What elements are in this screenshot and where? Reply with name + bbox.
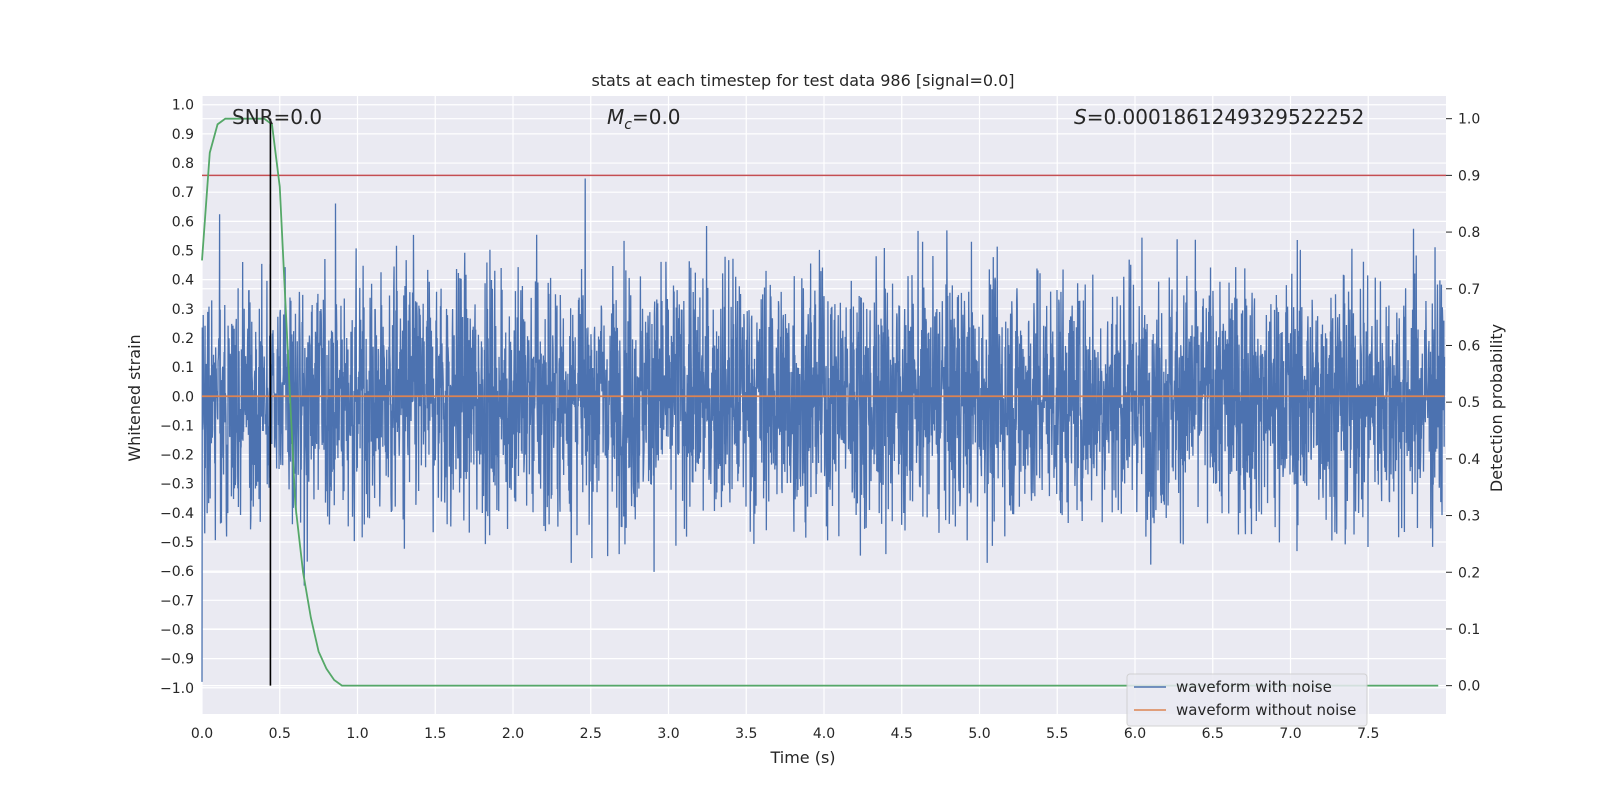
chart-title: stats at each timestep for test data 986… (591, 71, 1014, 90)
x-tick-label: 3.5 (735, 726, 757, 742)
y-left-tick-label: −0.4 (160, 506, 194, 522)
mc-symbol: M (607, 105, 624, 129)
x-tick-label: 0.0 (191, 726, 213, 742)
legend-label-noise: waveform with noise (1176, 678, 1332, 696)
legend-label-clean: waveform without noise (1176, 701, 1356, 719)
x-tick-label: 4.0 (813, 726, 835, 742)
y-left-tick-label: 1.0 (172, 98, 194, 114)
significance-annotation: S=0.0001861249329522252 (1074, 105, 1364, 129)
y-left-tick-label: 0.9 (172, 127, 194, 143)
y-right-tick-label: 0.6 (1458, 338, 1480, 354)
y-right-axis-label: Detection probability (1487, 324, 1506, 492)
snr-annotation: SNR=0.0 (232, 105, 322, 129)
y-left-tick-label: −1.0 (160, 681, 194, 697)
x-tick-label: 1.5 (424, 726, 446, 742)
y-right-tick-label: 0.1 (1458, 622, 1480, 638)
y-left-tick-label: −0.8 (160, 622, 194, 638)
y-left-tick-label: 0.5 (172, 244, 194, 260)
y-right-tick-label: 0.9 (1458, 168, 1480, 184)
y-right-tick-label: 0.0 (1458, 679, 1480, 695)
y-left-tick-label: −0.2 (160, 448, 194, 464)
y-right-tick-label: 1.0 (1458, 112, 1480, 128)
x-tick-label: 3.0 (657, 726, 679, 742)
legend-box (1126, 673, 1368, 727)
y-left-tick-label: 0.4 (172, 273, 194, 289)
y-left-axis-ticks: 1.0 0.9 0.8 0.7 0.6 0.5 0.4 0.3 0.2 0.1 0.0 −0.1 −0.… (160, 98, 194, 697)
x-tick-label: 5.0 (968, 726, 990, 742)
mc-value: =0.0 (632, 105, 681, 129)
y-right-axis-ticks: 1.0 0.9 0.8 0.7 0.6 0.5 0.4 0.3 0.2 0.1 0.0 (1446, 112, 1480, 695)
x-axis-ticks: 0.0 0.5 1.0 1.5 2.0 2.5 3.0 3.5 4.0 4.5 5.0 5.5 6.0 6… (191, 726, 1380, 742)
x-tick-label: 5.5 (1046, 726, 1068, 742)
noise-trace (201, 178, 1446, 682)
x-tick-label: 2.0 (502, 726, 524, 742)
y-right-tick-label: 0.8 (1458, 225, 1480, 241)
s-symbol: S (1074, 105, 1087, 129)
y-left-tick-label: 0.3 (172, 302, 194, 318)
series-detection-probability (201, 117, 1439, 687)
y-left-tick-label: 0.0 (172, 389, 194, 405)
y-left-tick-label: 0.7 (172, 185, 194, 201)
x-tick-label: 1.0 (346, 726, 368, 742)
y-left-tick-label: −0.6 (160, 564, 194, 580)
chirp-mass-annotation: Mc=0.0 (607, 105, 681, 133)
y-left-axis-label: Whitened strain (125, 334, 144, 461)
y-left-tick-label: −0.3 (160, 477, 194, 493)
x-tick-label: 6.5 (1202, 726, 1224, 742)
y-left-tick-label: −0.5 (160, 535, 194, 551)
y-left-tick-label: 0.6 (172, 214, 194, 230)
y-right-tick-label: 0.3 (1458, 509, 1480, 525)
y-left-tick-label: −0.1 (160, 418, 194, 434)
y-right-tick-label: 0.7 (1458, 282, 1480, 298)
series-waveform-with-noise (201, 178, 1446, 682)
y-left-tick-label: 0.8 (172, 156, 194, 172)
legend: waveform with noise waveform without noi… (1126, 673, 1368, 727)
x-tick-label: 6.0 (1124, 726, 1146, 742)
y-right-tick-label: 0.2 (1458, 565, 1480, 581)
y-right-tick-label: 0.4 (1458, 452, 1480, 468)
y-left-tick-label: 0.1 (172, 360, 194, 376)
x-tick-label: 7.5 (1357, 726, 1379, 742)
mc-subscript: c (624, 117, 632, 133)
x-tick-label: 2.5 (580, 726, 602, 742)
y-left-tick-label: −0.9 (160, 652, 194, 668)
x-tick-label: 4.5 (891, 726, 913, 742)
x-tick-label: 7.0 (1279, 726, 1301, 742)
x-tick-label: 0.5 (269, 726, 291, 742)
y-right-tick-label: 0.5 (1458, 395, 1480, 411)
s-value: =0.0001861249329522252 (1087, 105, 1365, 129)
y-left-tick-label: 0.2 (172, 331, 194, 347)
x-axis-label: Time (s) (769, 748, 835, 767)
y-left-tick-label: −0.7 (160, 593, 194, 609)
